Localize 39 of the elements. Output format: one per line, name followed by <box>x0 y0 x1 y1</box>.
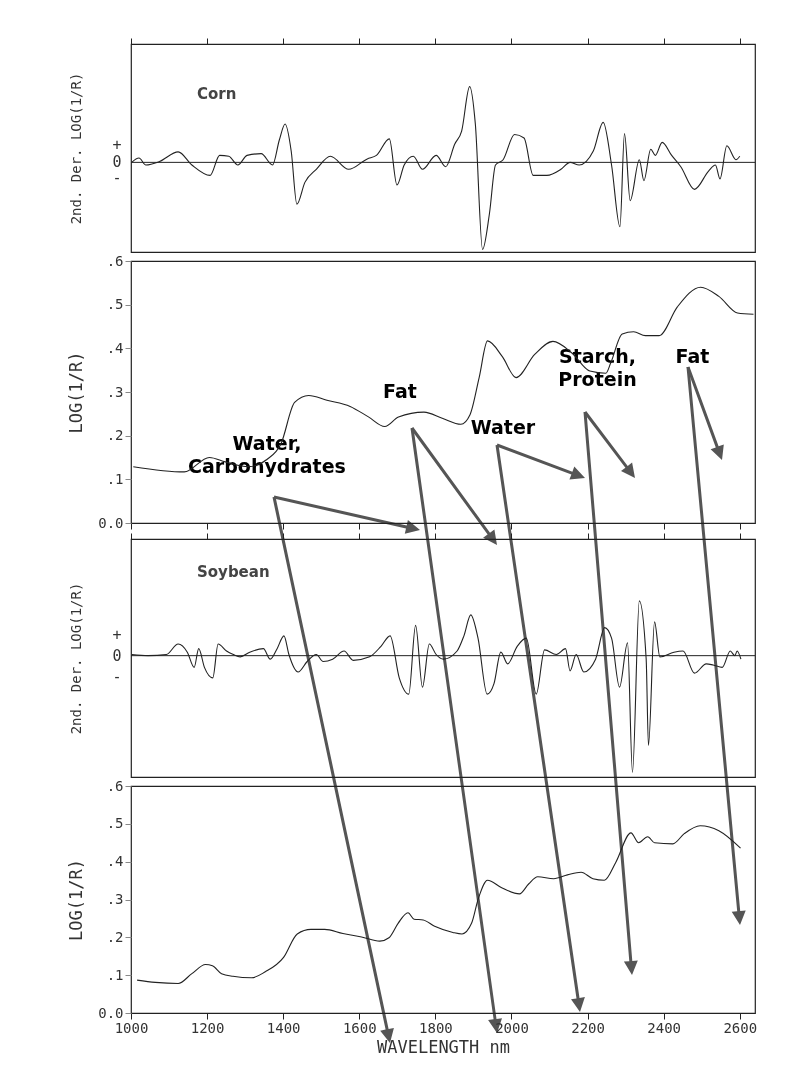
annotation: Water <box>469 416 537 439</box>
text: - <box>112 667 122 686</box>
y-tick-label: .1 <box>106 966 124 983</box>
x-tick-label: 1600 <box>342 1019 377 1036</box>
y-tick-label: .5 <box>106 296 124 313</box>
text: 0 <box>112 646 122 665</box>
x-tick-label: 1800 <box>419 1019 453 1036</box>
text: - <box>112 169 122 188</box>
y-tick-label: .6 <box>106 252 124 269</box>
y-tick-label: .2 <box>106 427 124 444</box>
chart-title: Soybean <box>197 563 270 581</box>
y-axis-title: 2nd. Der. LOG(1/R) <box>67 72 84 225</box>
y-tick-label: .4 <box>106 853 124 870</box>
x-tick-label: 1200 <box>190 1019 225 1036</box>
annotation: Fat <box>382 380 418 403</box>
y-axis-title: 2nd. Der. LOG(1/R) <box>67 582 84 735</box>
y-tick-label: 0.0 <box>98 1004 124 1021</box>
y-axis-title: LOG(1/R) <box>66 859 87 941</box>
y-tick-label: .3 <box>106 891 124 907</box>
text: + <box>112 625 122 644</box>
text: 0 <box>112 153 122 172</box>
y-tick-label: .2 <box>106 928 124 945</box>
x-tick-label: 2400 <box>647 1019 682 1036</box>
x-axis-title: WAVELENGTH nm <box>376 1036 511 1057</box>
line-series <box>136 825 742 985</box>
annotation: Fat <box>674 345 711 368</box>
x-tick-label: 1000 <box>114 1019 149 1036</box>
text: + <box>112 135 122 154</box>
y-axis-title: LOG(1/R) <box>66 351 87 434</box>
y-tick-label: .6 <box>106 777 124 794</box>
chart-title: Corn <box>197 85 237 103</box>
y-tick-label: .4 <box>106 339 124 356</box>
y-tick-label: 0.0 <box>98 514 124 531</box>
y-tick-label: .5 <box>106 815 124 832</box>
y-tick-label: .3 <box>106 383 124 400</box>
x-tick-label: 2600 <box>723 1019 758 1036</box>
y-tick-label: .1 <box>106 470 124 487</box>
x-tick-label: 2200 <box>571 1019 605 1036</box>
x-tick-label: 1400 <box>266 1019 301 1036</box>
